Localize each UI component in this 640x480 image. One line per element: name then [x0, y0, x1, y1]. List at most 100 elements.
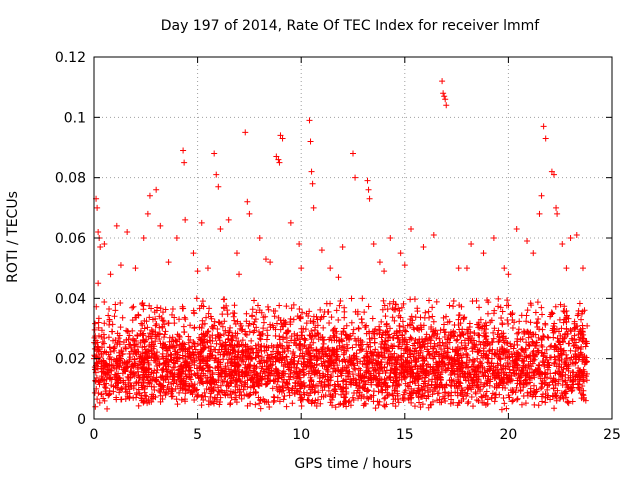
data-point	[338, 386, 345, 393]
data-point	[440, 90, 447, 97]
data-point	[443, 313, 450, 320]
data-point	[100, 350, 107, 357]
data-point	[401, 262, 408, 269]
data-point	[454, 371, 461, 378]
data-point	[413, 347, 420, 354]
data-point	[180, 147, 187, 154]
data-point	[265, 372, 272, 379]
data-point	[197, 342, 204, 349]
data-point	[523, 318, 530, 325]
data-point	[134, 362, 141, 369]
data-point	[458, 329, 465, 336]
data-point	[199, 366, 206, 373]
data-point	[565, 400, 572, 407]
data-point	[290, 316, 297, 323]
data-point	[115, 335, 122, 342]
data-point	[314, 356, 321, 363]
data-point	[204, 265, 211, 272]
data-point	[408, 319, 415, 326]
data-point	[525, 341, 532, 348]
data-point	[264, 303, 271, 310]
data-point	[401, 327, 408, 334]
data-point	[482, 330, 489, 337]
data-point	[298, 402, 305, 409]
data-point	[133, 389, 140, 396]
data-point	[341, 349, 348, 356]
data-point	[182, 216, 189, 223]
data-point	[343, 364, 350, 371]
data-point	[186, 344, 193, 351]
data-point	[513, 396, 520, 403]
data-point	[509, 353, 516, 360]
data-point	[555, 346, 562, 353]
data-point	[443, 102, 450, 109]
data-point	[441, 321, 448, 328]
data-point	[494, 360, 501, 367]
data-point	[95, 344, 102, 351]
data-point	[106, 390, 113, 397]
data-point	[256, 400, 263, 407]
data-point	[140, 332, 147, 339]
data-point	[197, 360, 204, 367]
data-point	[244, 198, 251, 205]
data-point	[522, 345, 529, 352]
data-point	[130, 394, 137, 401]
data-point	[456, 355, 463, 362]
data-point	[176, 316, 183, 323]
data-point	[299, 396, 306, 403]
data-point	[298, 360, 305, 367]
data-point	[302, 326, 309, 333]
data-point	[434, 331, 441, 338]
data-point	[165, 259, 172, 266]
data-point	[414, 305, 421, 312]
data-point	[226, 372, 233, 379]
data-point	[291, 337, 298, 344]
data-point	[265, 344, 272, 351]
data-point	[308, 327, 315, 334]
data-point	[332, 404, 339, 411]
data-point	[339, 244, 346, 251]
data-point	[495, 303, 502, 310]
data-point	[166, 385, 173, 392]
data-point	[583, 340, 590, 347]
data-point	[297, 385, 304, 392]
data-point	[541, 375, 548, 382]
data-point	[504, 359, 511, 366]
data-point	[273, 320, 280, 327]
data-point	[373, 359, 380, 366]
data-point	[459, 370, 466, 377]
data-point	[222, 391, 229, 398]
data-point	[454, 392, 461, 399]
data-point	[196, 324, 203, 331]
data-point	[300, 363, 307, 370]
data-point	[363, 388, 370, 395]
data-point	[350, 397, 357, 404]
data-point	[160, 309, 167, 316]
data-point	[306, 332, 313, 339]
data-point	[430, 231, 437, 238]
data-point	[418, 326, 425, 333]
data-point	[311, 370, 318, 377]
data-point	[438, 366, 445, 373]
data-point	[264, 332, 271, 339]
data-point	[331, 386, 338, 393]
data-point	[535, 347, 542, 354]
data-point	[353, 341, 360, 348]
data-point	[361, 358, 368, 365]
data-point	[531, 401, 538, 408]
data-point	[363, 364, 370, 371]
data-point	[325, 344, 332, 351]
data-point	[411, 403, 418, 410]
data-point	[92, 403, 99, 410]
data-point	[380, 329, 387, 336]
data-point	[458, 339, 465, 346]
data-point	[492, 374, 499, 381]
data-point	[274, 394, 281, 401]
data-point	[252, 379, 259, 386]
data-point	[334, 373, 341, 380]
data-point	[457, 332, 464, 339]
data-point	[392, 373, 399, 380]
data-point	[132, 265, 139, 272]
data-point	[232, 330, 239, 337]
data-point	[175, 355, 182, 362]
